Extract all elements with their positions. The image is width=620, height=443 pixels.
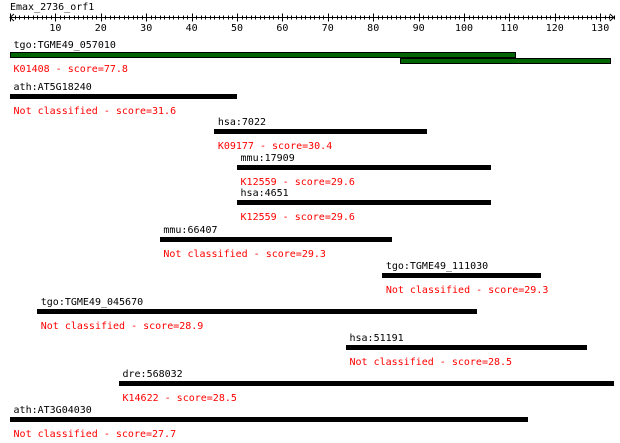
hit-bar[interactable] [37,309,477,314]
hit-name[interactable]: ath:AT3G04030 [13,405,92,416]
hit-name[interactable]: mmu:17909 [240,153,295,164]
ruler-tick-label: 110 [500,23,518,34]
ruler-tick-label: 40 [186,23,198,34]
ruler-tick-label: 10 [49,23,61,34]
ruler-tick-label: 70 [322,23,334,34]
hit-bar[interactable] [214,129,427,134]
ruler-tick-label: 30 [140,23,152,34]
hit-classification[interactable]: Not classified - score=28.9 [40,321,204,332]
hit-classification[interactable]: K14622 - score=28.5 [122,393,237,404]
hit-name[interactable]: ath:AT5G18240 [13,82,92,93]
ruler-tick-label: 100 [455,23,473,34]
ruler-tick-label: 80 [367,23,379,34]
ruler-tick-label: 120 [546,23,564,34]
hit-classification[interactable]: Not classified - score=27.7 [13,429,177,440]
hit-classification[interactable]: K01408 - score=77.8 [13,64,128,75]
left-arrow-icon [9,13,15,22]
hit-classification[interactable]: Not classified - score=31.6 [13,106,177,117]
hit-name[interactable]: hsa:7022 [217,117,266,128]
hit-name[interactable]: hsa:51191 [349,333,404,344]
hit-bar[interactable] [400,58,611,64]
hit-name[interactable]: mmu:66407 [163,225,218,236]
hit-classification[interactable]: Not classified - score=29.3 [163,249,326,260]
query-title: Emax_2736_orf1 [10,2,95,13]
hit-name[interactable]: tgo:TGME49_057010 [13,40,116,51]
hit-bar[interactable] [160,237,392,242]
ruler-tick-label: 20 [95,23,107,34]
hit-bar[interactable] [237,200,491,205]
hit-classification[interactable]: Not classified - score=29.3 [385,285,549,296]
hit-bar[interactable] [382,273,541,278]
hit-bar[interactable] [346,345,587,350]
hit-name[interactable]: hsa:4651 [240,188,289,199]
hit-classification[interactable]: K12559 - score=29.6 [240,177,355,188]
hit-classification[interactable]: Not classified - score=28.5 [349,357,513,368]
hit-name[interactable]: tgo:TGME49_111030 [385,261,489,272]
hit-bar[interactable] [10,417,528,422]
hit-bar[interactable] [237,165,491,170]
ruler-tick-label: 130 [591,23,609,34]
ruler-tick-label: 90 [413,23,425,34]
position-ruler: 10 20 30 40 50 60 70 80 90 100 110 120 130 [9,13,615,34]
ruler-tick-label: 60 [276,23,288,34]
hit-bar[interactable] [10,52,516,58]
ruler-tick-label: 50 [231,23,243,34]
hit-classification[interactable]: K09177 - score=30.4 [217,141,333,152]
right-arrow-icon [609,13,615,22]
hit-classification[interactable]: K12559 - score=29.6 [240,212,355,223]
hit-bar[interactable] [10,94,237,99]
hit-name[interactable]: dre:568032 [122,369,183,380]
hit-bar[interactable] [119,381,614,386]
hit-name[interactable]: tgo:TGME49_045670 [40,297,144,308]
